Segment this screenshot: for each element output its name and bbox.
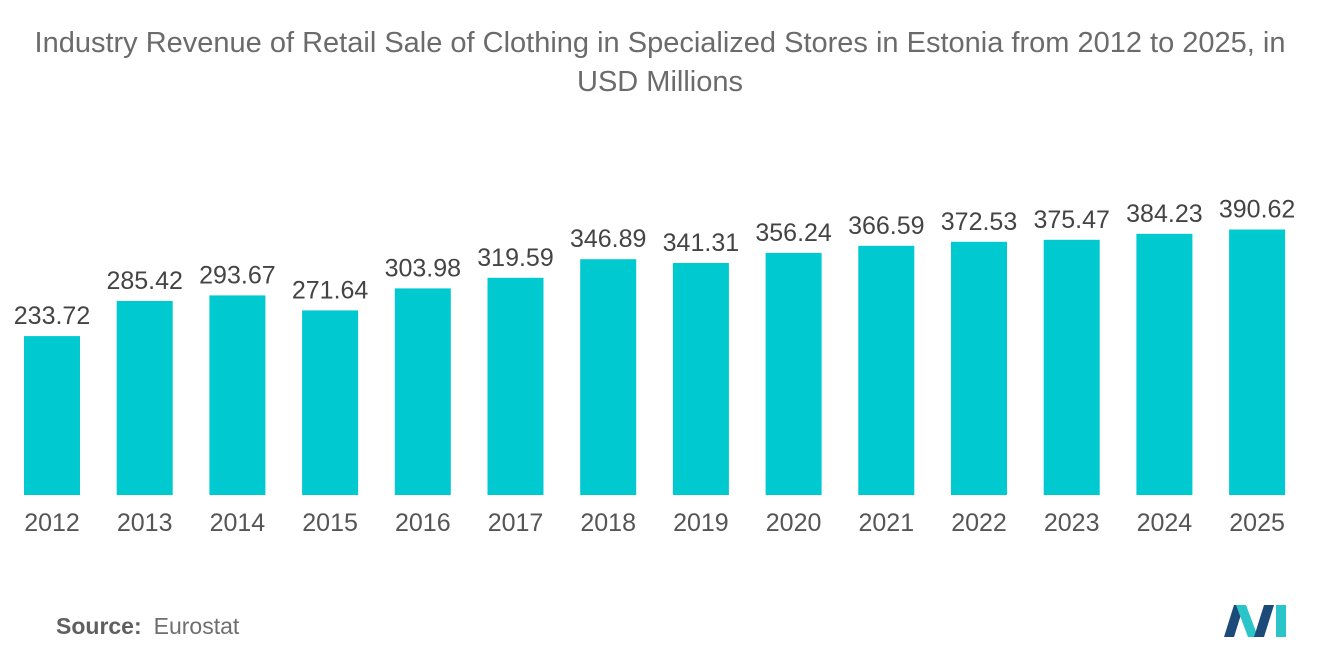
data-label-2021: 366.59 <box>848 212 924 240</box>
bar-2017 <box>487 277 544 495</box>
bar-chart: 233.72 2012 285.42 2013 293.67 2014 271.64 2015… <box>14 196 1296 538</box>
bar-2012 <box>24 336 80 495</box>
bar-2022 <box>951 241 1007 495</box>
x-tick-2019: 2019 <box>673 509 729 537</box>
bar-2024 <box>1136 233 1193 496</box>
x-tick-2017: 2017 <box>488 509 544 537</box>
data-label-2024: 384.23 <box>1126 200 1202 228</box>
source-note: Source: Eurostat <box>56 613 239 640</box>
bar-2019 <box>672 263 729 495</box>
bar-2014 <box>209 295 266 495</box>
bar-2025 <box>1229 229 1286 495</box>
bar-2013 <box>116 301 173 495</box>
x-tick-2024: 2024 <box>1137 509 1193 537</box>
x-tick-2023: 2023 <box>1044 509 1100 537</box>
x-tick-2013: 2013 <box>117 509 173 537</box>
bar-2023 <box>1043 239 1100 495</box>
mordor-intelligence-logo-icon <box>1224 605 1286 637</box>
bar-2015 <box>302 310 359 495</box>
x-tick-2025: 2025 <box>1229 509 1285 537</box>
x-tick-2018: 2018 <box>580 509 636 537</box>
chart-title: Industry Revenue of Retail Sale of Cloth… <box>34 27 1286 98</box>
x-tick-2012: 2012 <box>24 509 80 537</box>
data-label-2017: 319.59 <box>477 244 553 272</box>
bar-2020 <box>765 252 822 495</box>
data-label-2013: 285.42 <box>106 267 182 295</box>
bar-2016 <box>394 288 451 495</box>
data-label-2016: 303.98 <box>385 254 461 282</box>
data-label-2012: 233.72 <box>14 302 90 330</box>
source-label: Source: <box>56 613 142 639</box>
data-label-2014: 293.67 <box>199 261 275 289</box>
data-label-2022: 372.53 <box>941 208 1017 236</box>
source-value: Eurostat <box>153 613 240 639</box>
x-tick-2016: 2016 <box>395 509 451 537</box>
data-label-2018: 346.89 <box>570 225 646 253</box>
data-label-2025: 390.62 <box>1219 196 1295 224</box>
data-label-2015: 271.64 <box>292 276 369 304</box>
x-tick-2015: 2015 <box>302 509 358 537</box>
x-tick-2022: 2022 <box>951 509 1007 537</box>
data-label-2019: 341.31 <box>663 229 739 257</box>
x-tick-2020: 2020 <box>766 509 822 537</box>
x-tick-2014: 2014 <box>210 509 266 537</box>
bar-2018 <box>580 259 637 495</box>
bar-2021 <box>858 245 915 495</box>
x-tick-2021: 2021 <box>858 509 914 537</box>
data-label-2020: 356.24 <box>755 219 832 247</box>
data-label-2023: 375.47 <box>1033 206 1109 234</box>
